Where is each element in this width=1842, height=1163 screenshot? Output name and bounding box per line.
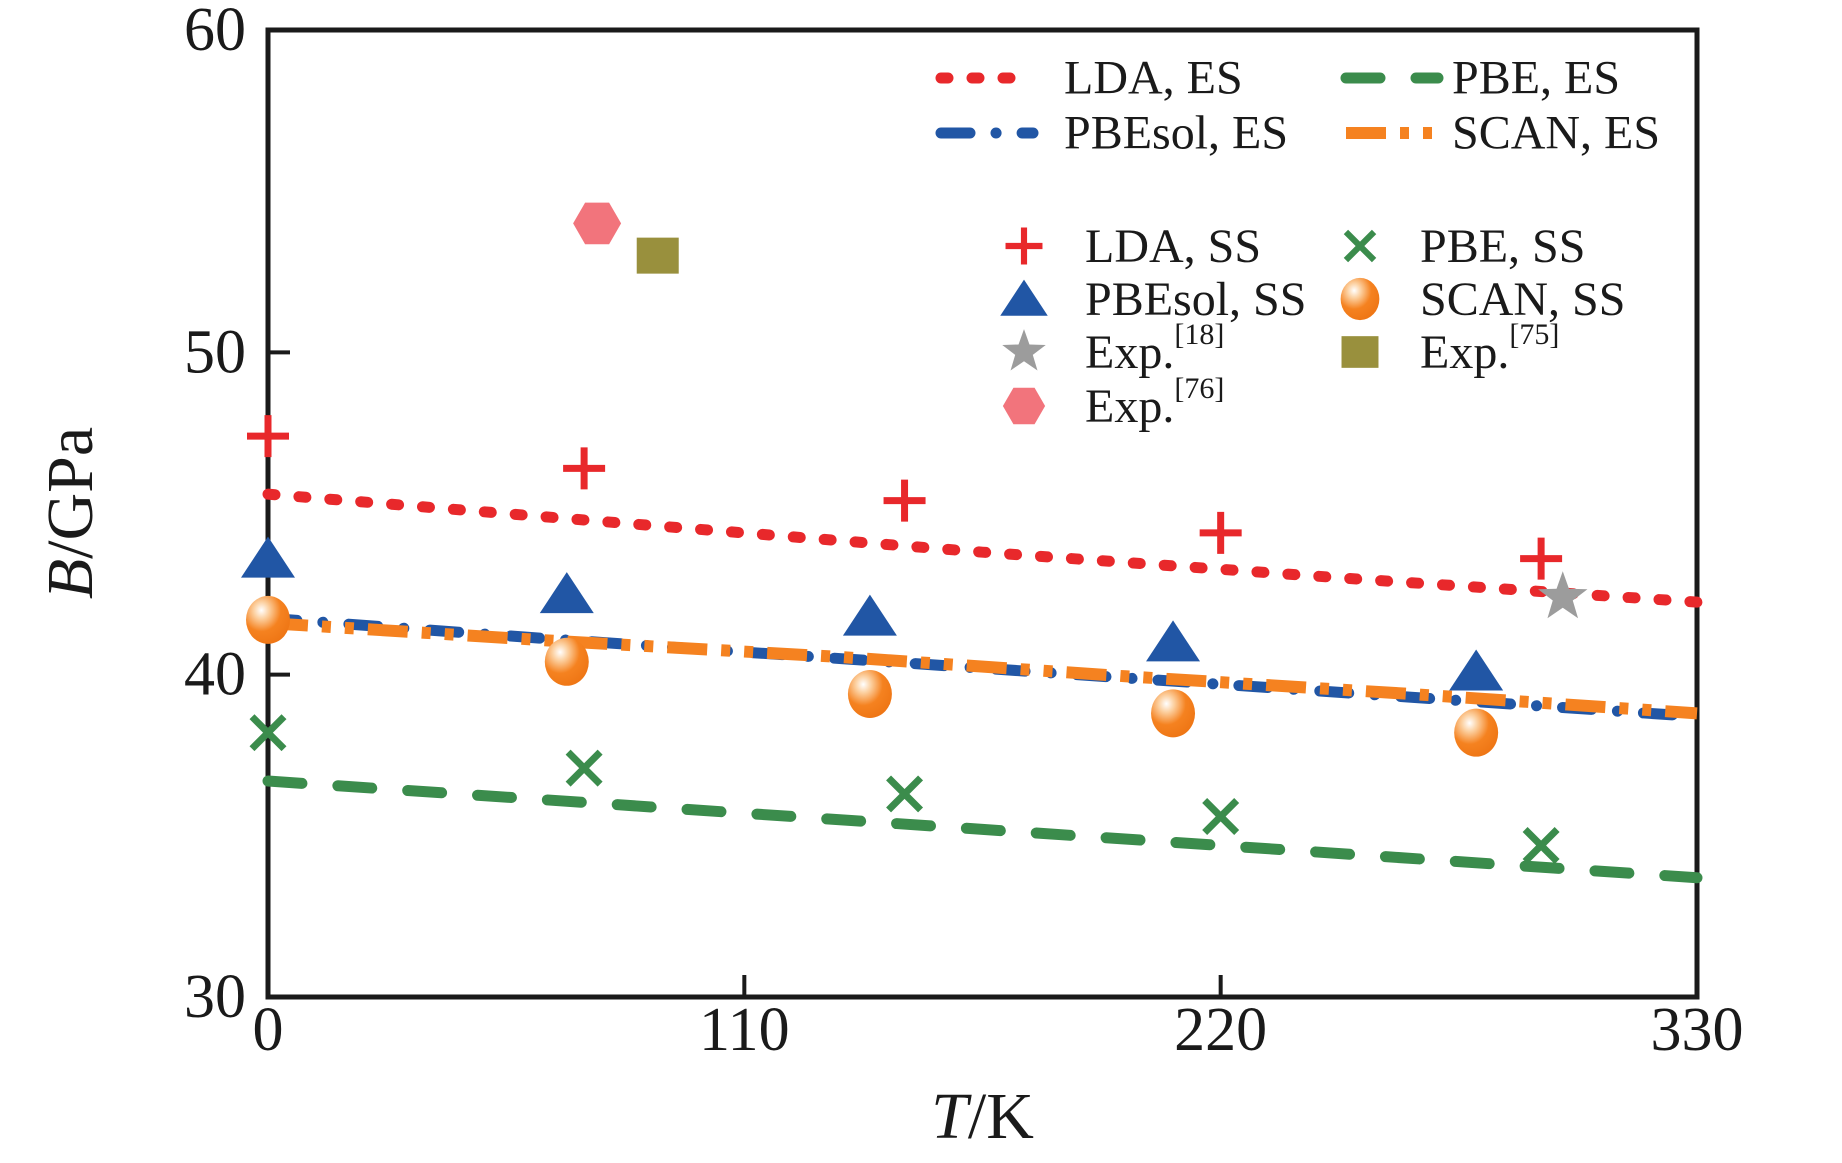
exp-18-legend-label: Exp.[18] bbox=[1085, 318, 1224, 379]
x-axis-title: T/K bbox=[931, 1080, 1034, 1153]
scan-ss-points bbox=[246, 595, 1499, 757]
exp-75-point-0 bbox=[636, 237, 679, 274]
pbesol-es-legend-label: PBEsol, ES bbox=[1064, 107, 1288, 160]
pbe-ss-point-2 bbox=[886, 775, 924, 813]
exp-18-points bbox=[1538, 571, 1588, 619]
exp-18-legend-marker bbox=[1002, 329, 1046, 371]
pbe-ss-point-3 bbox=[1202, 798, 1240, 835]
legend-item-exp-18: Exp.[18] bbox=[1002, 318, 1224, 379]
exp-75-points bbox=[636, 237, 679, 274]
pbesol-ss-points bbox=[241, 536, 1504, 691]
pbesol-ss-point-4 bbox=[1449, 649, 1504, 691]
exp-75-legend-label: Exp.[75] bbox=[1420, 318, 1559, 379]
scan-ss-point-2 bbox=[847, 670, 892, 719]
lda-ss-legend-marker bbox=[1005, 227, 1043, 265]
legend-item-pbesol-ss: PBEsol, SS bbox=[1000, 273, 1306, 326]
scan-ss-legend-label: SCAN, SS bbox=[1420, 273, 1625, 326]
lda-ss-point-1 bbox=[563, 447, 606, 490]
y-tick-label-50: 50 bbox=[184, 318, 246, 386]
scan-ss-point-3 bbox=[1151, 689, 1196, 738]
scan-ss-point-0 bbox=[246, 595, 290, 644]
pbe-es-legend-label: PBE, ES bbox=[1452, 52, 1620, 105]
lda-ss-point-2 bbox=[883, 479, 926, 522]
pbe-ss-legend-marker bbox=[1343, 229, 1377, 263]
lda-ss-point-3 bbox=[1199, 511, 1242, 554]
pbe-ss-legend-label: PBE, SS bbox=[1420, 220, 1585, 273]
exp-76-point-0 bbox=[573, 202, 622, 245]
y-tick-label-60: 60 bbox=[184, 0, 246, 64]
exp-76-legend-label: Exp.[76] bbox=[1085, 372, 1224, 433]
pbesol-ss-point-1 bbox=[539, 572, 594, 614]
scan-es-legend-label: SCAN, ES bbox=[1452, 107, 1660, 160]
exp-76-points bbox=[573, 202, 622, 245]
scan-ss-point-1 bbox=[544, 637, 589, 686]
x-tick-label-220: 220 bbox=[1174, 996, 1267, 1064]
lda-es-line bbox=[262, 488, 1703, 608]
lda-es-legend-label: LDA, ES bbox=[1064, 52, 1243, 105]
axes: 30 40 50 60 0 110 220 330 bbox=[184, 0, 1744, 1064]
legend-item-pbesol-es: PBEsol, ES bbox=[935, 107, 1288, 160]
pbe-es-line bbox=[262, 775, 1703, 884]
pbesol-ss-point-0 bbox=[241, 536, 295, 578]
scatter-series-group bbox=[241, 202, 1588, 864]
legend-item-exp-75: Exp.[75] bbox=[1341, 318, 1559, 379]
y-axis-title: B/GPa bbox=[34, 427, 107, 599]
pbesol-ss-legend-label: PBEsol, SS bbox=[1085, 273, 1306, 326]
pbesol-ss-legend-marker bbox=[1000, 279, 1048, 316]
legend-item-lda-ss: LDA, SS bbox=[1005, 220, 1261, 273]
exp-76-legend-marker bbox=[1002, 387, 1046, 425]
legend-item-scan-ss: SCAN, SS bbox=[1340, 273, 1625, 326]
line-series-group bbox=[262, 488, 1703, 884]
pbesol-ss-point-2 bbox=[842, 594, 897, 636]
legend-item-scan-es: SCAN, ES bbox=[1346, 107, 1660, 160]
pbe-ss-points bbox=[249, 714, 1560, 864]
legend-markers: LDA, SS PBE, SS PBEsol, SS SCAN, SS Exp.[18]… bbox=[1000, 220, 1625, 433]
legend-item-lda-es: LDA, ES bbox=[935, 52, 1243, 105]
legend-item-pbe-ss: PBE, SS bbox=[1343, 220, 1585, 273]
lda-ss-points bbox=[247, 415, 1563, 580]
lda-ss-point-4 bbox=[1520, 537, 1563, 580]
x-tick-label-330: 330 bbox=[1651, 996, 1744, 1064]
lda-ss-legend-label: LDA, SS bbox=[1085, 220, 1261, 273]
legend-lines: LDA, ES PBE, ES PBEsol, ES SCAN, ES bbox=[935, 52, 1660, 160]
scan-es-line bbox=[267, 617, 1698, 720]
legend-item-pbe-es: PBE, ES bbox=[1340, 52, 1620, 105]
pbe-ss-point-4 bbox=[1522, 827, 1560, 864]
exp-75-legend-marker bbox=[1341, 336, 1379, 368]
x-tick-label-0: 0 bbox=[253, 996, 284, 1064]
pbe-ss-point-0 bbox=[249, 714, 287, 752]
legend-item-exp-76: Exp.[76] bbox=[1002, 372, 1224, 433]
scan-ss-point-4 bbox=[1454, 708, 1499, 757]
pbesol-ss-point-3 bbox=[1146, 620, 1201, 662]
scan-ss-legend-marker bbox=[1340, 277, 1380, 321]
plot-border bbox=[265, 27, 1700, 1000]
pbe-ss-point-1 bbox=[565, 749, 603, 787]
y-tick-label-40: 40 bbox=[184, 641, 246, 709]
exp-18-point-0 bbox=[1538, 571, 1588, 619]
y-tick-label-30: 30 bbox=[184, 963, 246, 1031]
x-tick-label-110: 110 bbox=[699, 996, 790, 1064]
lda-ss-point-0 bbox=[247, 415, 289, 458]
